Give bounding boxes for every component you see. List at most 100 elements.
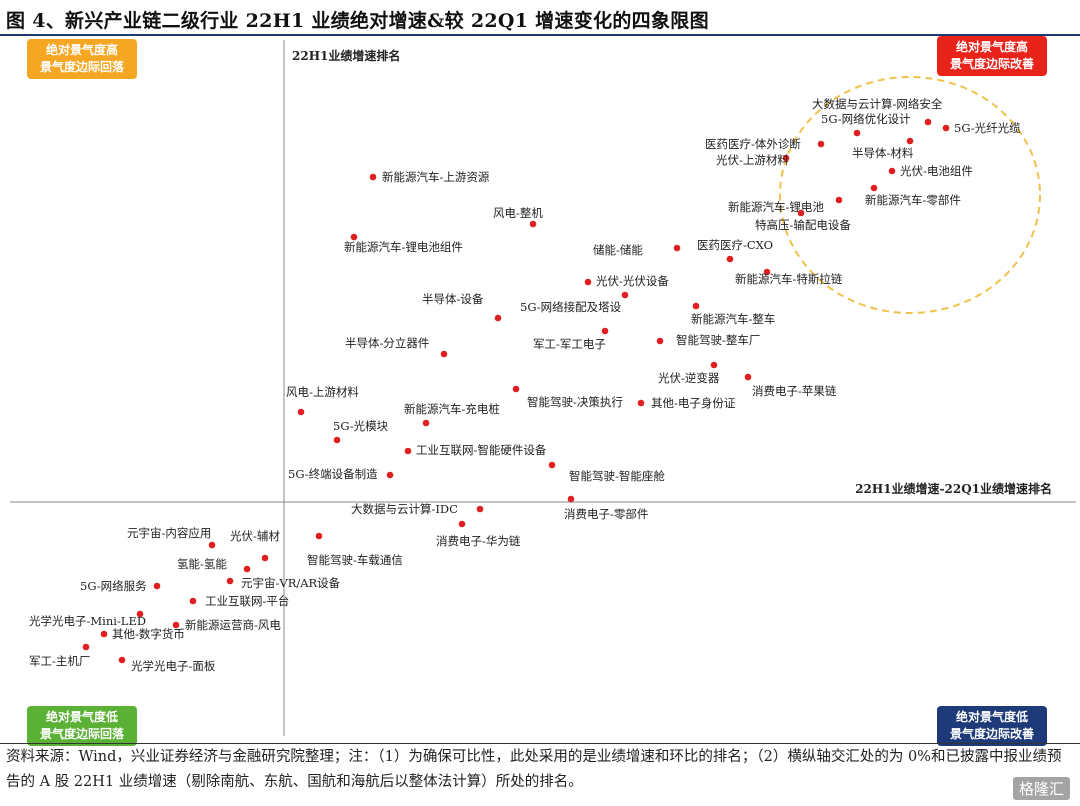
- quadrant-badge-line: 景气度边际改善: [949, 727, 1034, 741]
- quadrant-badge-line: 绝对景气度高: [955, 40, 1028, 54]
- data-label: 特高压-输配电设备: [755, 218, 851, 232]
- data-label: 新能源汽车-锂电池: [728, 200, 824, 214]
- data-label: 其他-电子身份证: [651, 396, 736, 410]
- data-label: 智能驾驶-车载通信: [307, 553, 403, 567]
- data-label: 5G-光纤光缆: [954, 121, 1021, 135]
- data-point: [208, 541, 216, 549]
- data-point: [870, 184, 878, 192]
- data-label: 氢能-氢能: [177, 557, 227, 571]
- data-point: [226, 577, 234, 585]
- quadrant-badge-line: 景气度边际改善: [949, 57, 1034, 71]
- data-point: [888, 167, 896, 175]
- data-label: 新能源汽车-整车: [691, 312, 775, 326]
- data-label: 消费电子-零部件: [564, 507, 648, 521]
- data-point: [942, 124, 950, 132]
- data-label: 光伏-上游材料: [716, 153, 789, 167]
- source-divider: [0, 743, 1080, 744]
- data-label: 新能源汽车-锂电池组件: [344, 240, 463, 254]
- data-label: 智能驾驶-整车厂: [676, 333, 760, 347]
- data-label: 元宇宙-VR/AR设备: [241, 576, 341, 590]
- title-divider: [0, 34, 1080, 36]
- data-point: [118, 656, 126, 664]
- data-label: 半导体-材料: [852, 146, 914, 160]
- data-label: 医药医疗-CXO: [697, 238, 773, 252]
- data-label: 医药医疗-体外诊断: [705, 137, 801, 151]
- data-label: 智能驾驶-决策执行: [527, 395, 623, 409]
- data-point: [548, 461, 556, 469]
- quadrant-scatter-chart: 22H1业绩增速排名 22H1业绩增速-22Q1业绩增速排名 大数据与云计算-网络安…: [10, 40, 1076, 736]
- data-label: 光伏-光伏设备: [596, 274, 669, 288]
- data-label: 新能源运营商-风电: [185, 618, 281, 632]
- data-point: [835, 196, 843, 204]
- data-label: 工业互联网-智能硬件设备: [416, 443, 547, 457]
- data-point: [243, 565, 251, 573]
- data-point: [189, 597, 197, 605]
- data-label: 5G-网络优化设计: [821, 112, 911, 126]
- data-label: 风电-整机: [493, 206, 543, 220]
- data-label: 5G-光模块: [333, 419, 389, 433]
- data-label: 光伏-辅材: [230, 529, 280, 543]
- data-point: [621, 291, 629, 299]
- quadrant-badge-line: 绝对景气度低: [45, 710, 118, 724]
- data-label: 新能源汽车-上游资源: [382, 170, 490, 184]
- quadrant-badge-line: 景气度边际回落: [39, 60, 124, 74]
- data-label: 半导体-分立器件: [345, 336, 429, 350]
- data-point: [529, 220, 537, 228]
- data-point: [726, 255, 734, 263]
- data-point: [369, 173, 377, 181]
- data-label: 5G-网络接配及塔设: [520, 300, 622, 314]
- data-point: [404, 447, 412, 455]
- data-point: [333, 436, 341, 444]
- data-label: 军工-军工电子: [533, 337, 606, 351]
- data-point: [136, 610, 144, 618]
- quadrant-badge-top-left: 绝对景气度高 景气度边际回落: [27, 39, 137, 79]
- data-point: [744, 373, 752, 381]
- quadrant-badge-bottom-right: 绝对景气度低 景气度边际改善: [937, 706, 1047, 746]
- quadrant-badge-bottom-left: 绝对景气度低 景气度边际回落: [27, 706, 137, 746]
- data-point: [692, 302, 700, 310]
- watermark-logo: 格隆汇: [1012, 777, 1070, 800]
- data-point: [297, 408, 305, 416]
- data-label: 新能源汽车-特斯拉链: [735, 272, 843, 286]
- data-label: 工业互联网-平台: [205, 594, 289, 608]
- data-label: 风电-上游材料: [286, 385, 359, 399]
- data-point: [710, 361, 718, 369]
- data-point: [567, 495, 575, 503]
- data-label: 光学光电子-Mini-LED: [29, 614, 146, 628]
- data-point: [315, 532, 323, 540]
- data-point: [673, 244, 681, 252]
- data-point: [386, 471, 394, 479]
- source-note: 资料来源：Wind，兴业证券经济与金融研究院整理；注：（1）为确保可比性，此处采…: [6, 749, 1062, 790]
- data-label: 消费电子-苹果链: [752, 384, 837, 398]
- data-point: [906, 137, 914, 145]
- data-label: 5G-网络服务: [80, 579, 147, 593]
- x-axis-label: 22H1业绩增速-22Q1业绩增速排名: [855, 481, 1052, 496]
- data-point: [476, 505, 484, 513]
- data-label: 新能源汽车-零部件: [865, 193, 961, 207]
- data-point: [637, 399, 645, 407]
- data-point: [853, 129, 861, 137]
- data-point: [817, 140, 825, 148]
- page-title: 图 4、新兴产业链二级行业 22H1 业绩绝对增速&较 22Q1 增速变化的四象…: [6, 10, 709, 32]
- data-label: 半导体-设备: [422, 292, 484, 306]
- data-point: [797, 209, 805, 217]
- data-label: 其他-数字货币: [112, 627, 185, 641]
- data-point: [656, 337, 664, 345]
- quadrant-badge-top-right: 绝对景气度高 景气度边际改善: [937, 36, 1047, 76]
- data-label: 储能-储能: [593, 243, 643, 257]
- data-label: 新能源汽车-充电桩: [404, 402, 500, 416]
- data-label: 消费电子-华为链: [436, 534, 521, 548]
- data-point: [512, 385, 520, 393]
- data-label: 大数据与云计算-IDC: [351, 502, 458, 516]
- data-label: 光伏-逆变器: [658, 371, 720, 385]
- data-point: [261, 554, 269, 562]
- data-point: [924, 118, 932, 126]
- data-point: [172, 621, 180, 629]
- quadrant-badge-line: 景气度边际回落: [39, 727, 124, 741]
- data-point: [100, 630, 108, 638]
- data-point: [82, 643, 90, 651]
- highlight-ellipse: [779, 76, 1041, 314]
- quadrant-badge-line: 绝对景气度低: [955, 710, 1028, 724]
- quadrant-badge-line: 绝对景气度高: [45, 43, 118, 57]
- data-label: 光伏-电池组件: [900, 164, 973, 178]
